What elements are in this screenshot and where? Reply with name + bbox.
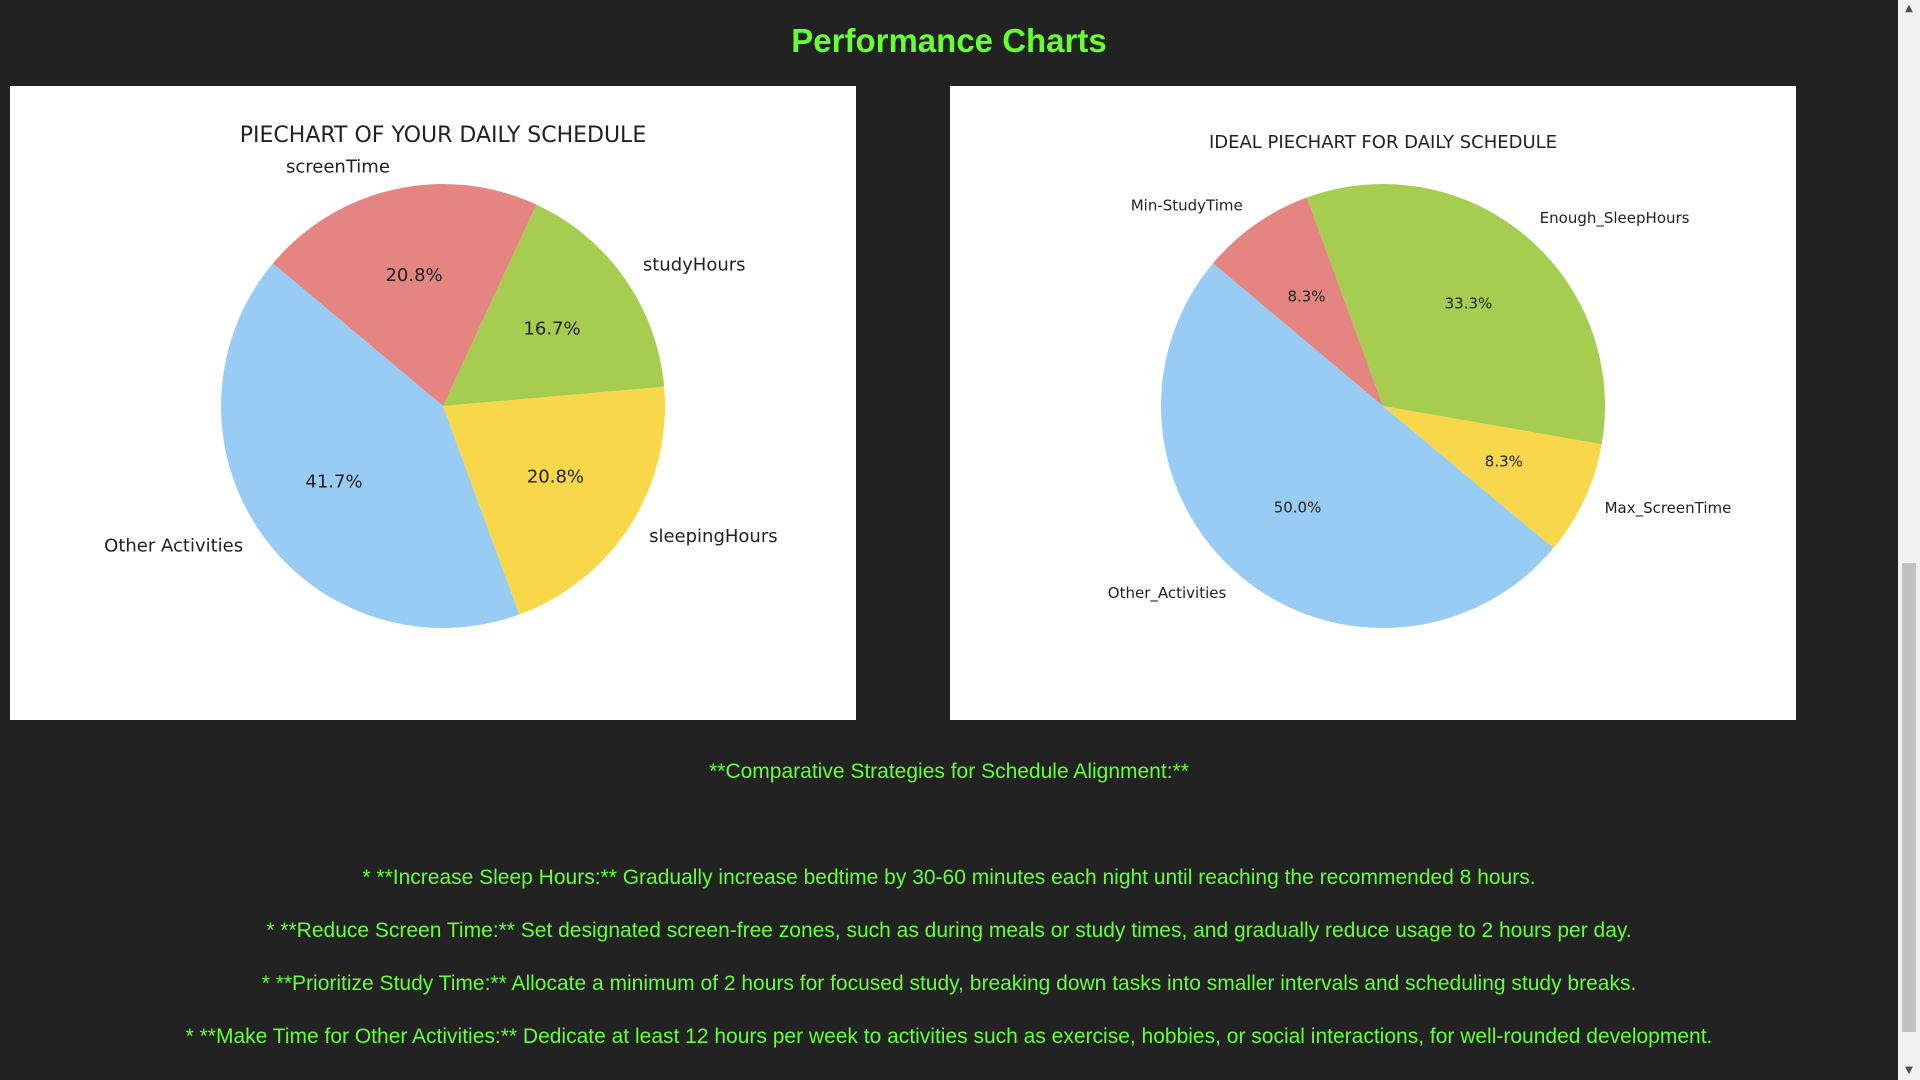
vertical-scrollbar[interactable]: ▲ ▼	[1898, 0, 1920, 1080]
pie-slice-label: Enough_SleepHours	[1540, 209, 1690, 228]
pie-slice-label: Other Activities	[104, 535, 243, 556]
arrow-up-icon[interactable]: ▲	[1905, 3, 1913, 14]
pie-percent-label: 50.0%	[1274, 499, 1322, 517]
scrollbar-thumb[interactable]	[1902, 563, 1916, 1032]
ideal-schedule-pie-chart: IDEAL PIECHART FOR DAILY SCHEDULE 50.0% Ot…	[1108, 132, 1732, 629]
pie-percent-label: 41.7%	[305, 472, 362, 493]
strategy-item: * **Make Time for Other Activities:** De…	[185, 1025, 1713, 1048]
chart-title: IDEAL PIECHART FOR DAILY SCHEDULE	[1209, 132, 1557, 153]
arrow-down-icon[interactable]: ▼	[1905, 1065, 1913, 1076]
pie-slice	[1306, 183, 1605, 445]
pie-slice	[272, 183, 537, 406]
pie-slice	[1383, 406, 1602, 549]
pie-percent-label: 8.3%	[1485, 453, 1523, 471]
strategy-item: * **Increase Sleep Hours:** Gradually in…	[362, 866, 1536, 889]
pie-slice	[443, 204, 665, 406]
pie-slice-label: sleepingHours	[649, 526, 778, 547]
ideal-schedule-chart-card: IDEAL PIECHART FOR DAILY SCHEDULE 50.0% Ot…	[950, 86, 1796, 720]
pie-slice	[443, 386, 665, 615]
pie-percent-label: 8.3%	[1287, 287, 1325, 305]
pie-slice	[1160, 263, 1554, 629]
pie-slice-label: Other_Activities	[1108, 584, 1227, 603]
pie-slice	[220, 263, 520, 628]
pie-percent-label: 20.8%	[527, 466, 584, 487]
pie-percent-label: 20.8%	[385, 265, 442, 286]
strategy-item: * **Prioritize Study Time:** Allocate a …	[261, 972, 1637, 995]
pie-percent-label: 16.7%	[523, 318, 580, 339]
chart-title: PIECHART OF YOUR DAILY SCHEDULE	[240, 123, 646, 148]
current-schedule-chart-card: PIECHART OF YOUR DAILY SCHEDULE 41.7% Othe…	[10, 86, 856, 720]
pie-slice-label: screenTime	[286, 157, 390, 178]
pie-percent-label: 33.3%	[1445, 294, 1493, 312]
pie-slice-label: studyHours	[643, 255, 746, 276]
pie-slice-label: Min-StudyTime	[1131, 197, 1243, 215]
pie-slice	[1212, 197, 1383, 406]
strategy-item: * **Reduce Screen Time:** Set designated…	[266, 919, 1632, 942]
pie-slice-label: Max_ScreenTime	[1605, 499, 1732, 518]
current-schedule-pie-chart: PIECHART OF YOUR DAILY SCHEDULE 41.7% Othe…	[104, 123, 778, 628]
strategies-heading: **Comparative Strategies for Schedule Al…	[709, 760, 1189, 783]
page-title: Performance Charts	[791, 22, 1107, 59]
